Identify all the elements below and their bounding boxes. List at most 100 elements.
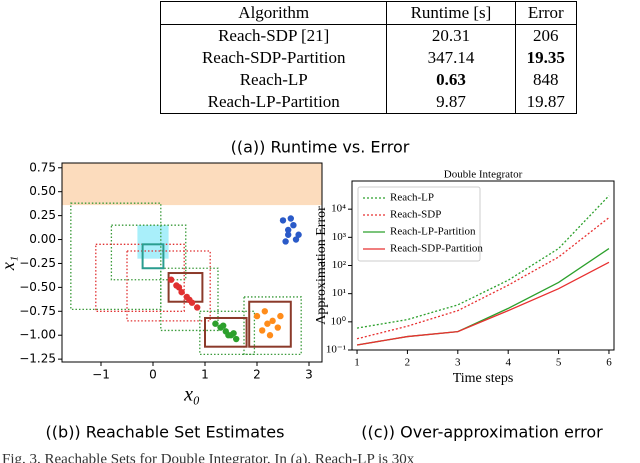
table-cell: 19.35 [514, 47, 577, 69]
set-box [110, 224, 187, 281]
table-row: Reach-LP 0.63 848 [159, 69, 577, 91]
y-tick-label: 10⁻¹ [326, 344, 346, 356]
y-tick-label: −0.25 [19, 256, 56, 270]
sample-point [220, 322, 227, 329]
table-cell: Reach-LP-Partition [159, 91, 388, 114]
set-box [95, 243, 185, 312]
table-cell: 347.14 [386, 47, 516, 69]
x-tick-label: −1 [92, 368, 110, 382]
series-line [356, 261, 610, 346]
sample-point [287, 215, 294, 222]
sample-point [230, 330, 237, 337]
table-header: Runtime [s] [386, 1, 516, 25]
sample-point [168, 276, 175, 283]
sample-point [290, 221, 297, 229]
y-tick-label: −0.75 [19, 304, 56, 318]
y-tick-label: 10³ [332, 231, 347, 243]
set-box [243, 296, 302, 355]
y-tick-label: 10² [332, 259, 347, 271]
table-cell: 20.31 [386, 24, 516, 47]
set-box [141, 243, 165, 270]
sample-point [259, 327, 266, 334]
x-tick-label: 4 [505, 357, 511, 369]
y-axis-label: Approximation Error [314, 206, 329, 325]
y-tick-label: −0.50 [19, 280, 56, 294]
y-tick-label: 10⁴ [331, 203, 346, 215]
y-tick-label: 0.50 [29, 184, 56, 198]
series-line [356, 248, 610, 346]
sample-point [194, 304, 201, 311]
x-tick-label: 3 [455, 357, 461, 369]
caption-a: ((a)) Runtime vs. Error [231, 138, 410, 157]
set-box [62, 163, 322, 206]
table-cell: Reach-SDP-Partition [159, 47, 388, 69]
sample-point [295, 231, 302, 238]
caption-b: ((b)) Reachable Set Estimates [46, 423, 285, 442]
x-tick-label: 6 [606, 357, 612, 369]
set-box [167, 272, 204, 303]
sample-point [285, 231, 292, 238]
table-row: Reach-SDP [21] 20.31 206 [159, 24, 577, 47]
y-tick-label: −1.00 [19, 328, 56, 342]
x-tick-label: 1 [201, 368, 209, 382]
table-cell: Reach-LP [159, 69, 388, 91]
legend-box [357, 186, 481, 262]
y-tick-label: 10¹ [332, 287, 346, 299]
x-axis-label: Time steps [453, 371, 514, 386]
table-cell: Reach-SDP [21] [159, 24, 388, 47]
y-tick-label: −1.25 [19, 352, 56, 366]
results-table: Algorithm Runtime [s] Error Reach-SDP [21] 2… [159, 1, 577, 114]
table-row: Reach-LP-Partition 9.87 19.87 [159, 91, 577, 114]
table-cell: 19.87 [514, 91, 577, 114]
table-header: Error [514, 1, 577, 25]
sample-point [253, 312, 261, 320]
y-tick-label: 10⁰ [331, 315, 347, 327]
x-axis-label: x₀ [183, 384, 200, 406]
legend-label: Reach-LP [390, 192, 434, 204]
set-box [248, 300, 292, 348]
table-row: Reach-SDP-Partition 347.14 19.35 [159, 47, 577, 69]
sample-point [274, 324, 281, 331]
x-tick-label: 2 [405, 357, 411, 369]
sample-point [186, 296, 193, 304]
table-cell: 206 [514, 24, 577, 47]
series-line [356, 217, 610, 340]
y-tick-label: 0.75 [29, 160, 56, 174]
legend-label: Reach-SDP-Partition [390, 243, 483, 255]
x-tick-label: 0 [149, 368, 157, 382]
y-tick-label: 0.25 [29, 208, 56, 222]
x-tick-label: 1 [354, 357, 360, 369]
caption-c: ((c)) Over-approximation error [361, 423, 603, 442]
set-box [160, 267, 219, 332]
chart-title: Double Integrator [444, 169, 523, 181]
sample-point [279, 217, 287, 224]
sample-point [178, 288, 185, 296]
sample-point [269, 317, 276, 325]
sample-point [233, 335, 240, 343]
sample-point [285, 226, 292, 234]
sample-point [212, 320, 219, 327]
sample-point [282, 238, 289, 245]
plot-frame [61, 162, 323, 363]
sample-point [266, 332, 274, 339]
y-tick-label: 0.00 [29, 232, 56, 246]
sample-point [277, 312, 284, 320]
table-cell: 9.87 [386, 91, 516, 114]
figure-caption: Fig. 3. Reachable Sets for Double Integr… [2, 451, 415, 463]
y-axis-label: x₁ [0, 256, 18, 271]
legend-label: Reach-LP-Partition [390, 226, 476, 238]
sample-point [225, 332, 232, 339]
set-box [204, 316, 248, 348]
sample-point [264, 320, 271, 327]
sample-point [292, 236, 300, 243]
table-cell: 0.63 [386, 69, 516, 91]
sample-point [261, 308, 268, 315]
x-tick-label: 5 [556, 357, 562, 369]
x-tick-label: 3 [305, 368, 313, 382]
table-header: Algorithm [159, 1, 388, 25]
table-cell: 848 [514, 69, 577, 91]
x-tick-label: 2 [253, 368, 261, 382]
legend-label: Reach-SDP [390, 209, 441, 221]
